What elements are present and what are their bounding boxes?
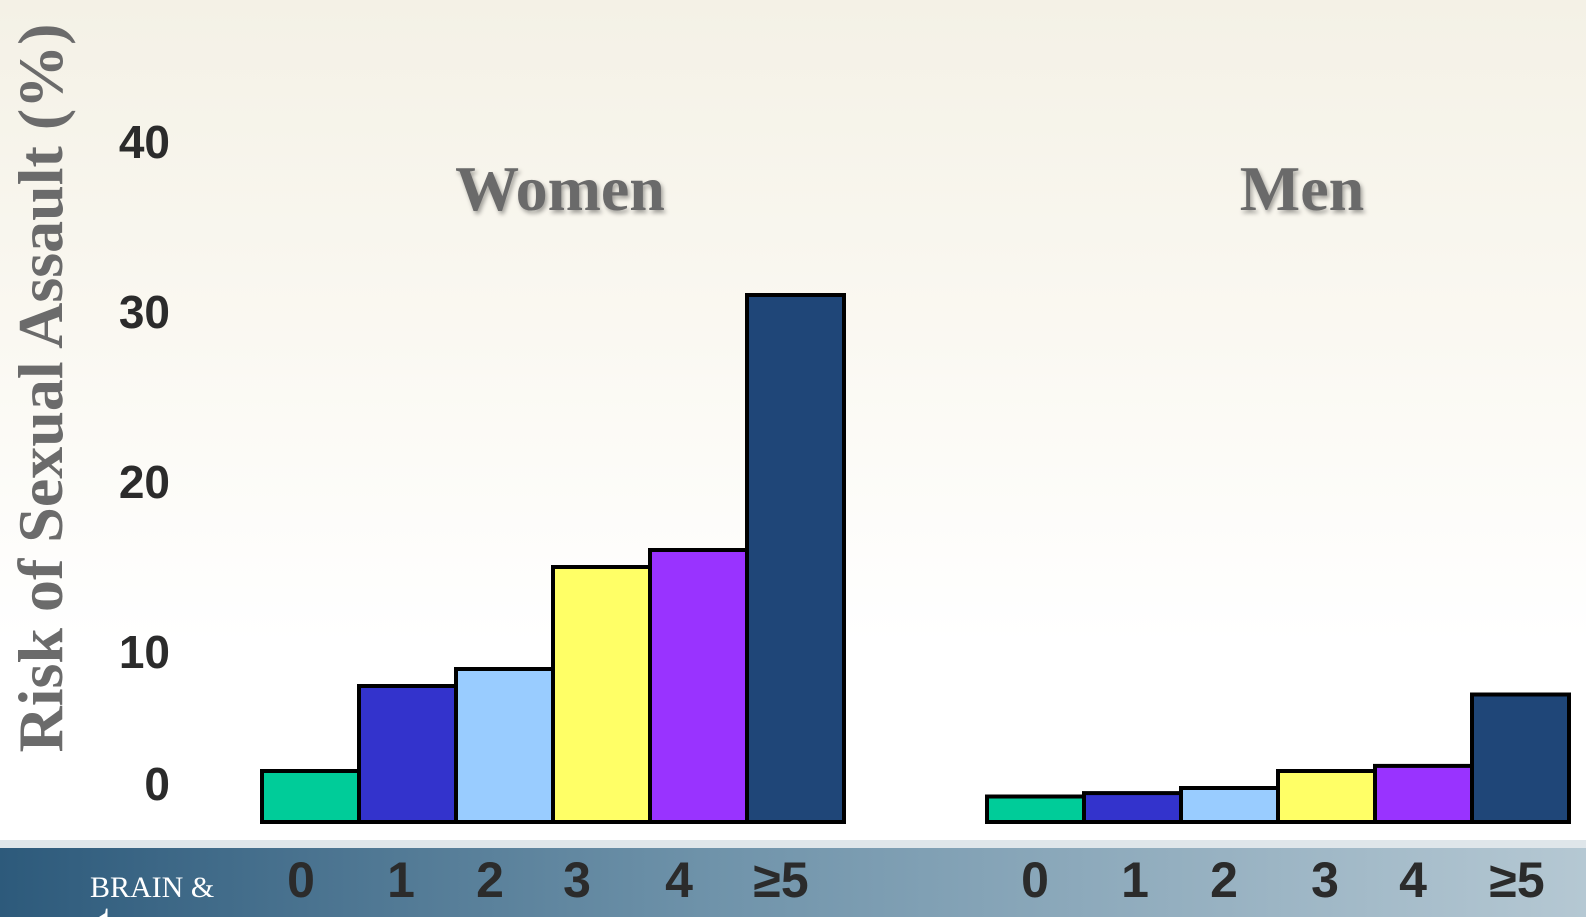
x-axis-ticks: 0 1 2 3 4 ≥5 0 1 2 3 4 ≥5 bbox=[287, 852, 1545, 908]
y-tick-label: 0 bbox=[144, 758, 170, 810]
y-tick-label: 10 bbox=[119, 626, 170, 678]
bar-women-2 bbox=[454, 667, 555, 824]
y-tick-label: 30 bbox=[119, 286, 170, 338]
bar-women-4 bbox=[648, 548, 749, 824]
bar-women-1 bbox=[357, 684, 458, 824]
y-tick-label: 20 bbox=[119, 456, 170, 508]
bars-women bbox=[260, 293, 846, 824]
bar-men-4 bbox=[1373, 763, 1474, 825]
bar-men-3 bbox=[1276, 769, 1377, 824]
panel-title-women: Women bbox=[455, 153, 665, 224]
panel-title-men: Men bbox=[1240, 153, 1364, 224]
footer-brand-text: BRAIN & bbox=[90, 871, 214, 904]
x-tick-label-women: ≥5 bbox=[753, 852, 808, 908]
bar-men-0 bbox=[985, 794, 1086, 824]
footer-band bbox=[0, 848, 1586, 917]
footer-band-edge bbox=[0, 840, 1586, 848]
x-tick-label-women: 3 bbox=[563, 852, 591, 908]
bar-men-5 bbox=[1470, 692, 1571, 824]
x-tick-label-men: 4 bbox=[1399, 852, 1427, 908]
x-tick-label-women: 2 bbox=[476, 852, 504, 908]
bar-women-0 bbox=[260, 769, 361, 824]
bar-men-2 bbox=[1179, 786, 1280, 824]
bar-women-3 bbox=[551, 565, 652, 824]
x-tick-label-women: 1 bbox=[387, 852, 415, 908]
x-tick-label-women: 0 bbox=[287, 852, 315, 908]
x-tick-label-men: 2 bbox=[1210, 852, 1238, 908]
x-tick-label-men: 0 bbox=[1021, 852, 1049, 908]
y-tick-label: 40 bbox=[119, 116, 170, 168]
x-tick-label-men: ≥5 bbox=[1489, 852, 1544, 908]
x-tick-label-men: 1 bbox=[1121, 852, 1149, 908]
bars-men bbox=[985, 692, 1571, 825]
y-axis-ticks: 0 10 20 30 40 bbox=[119, 116, 170, 810]
x-tick-label-men: 3 bbox=[1311, 852, 1339, 908]
bar-women-5 bbox=[745, 293, 846, 824]
x-tick-label-women: 4 bbox=[665, 852, 693, 908]
footer-brand-letter: Y bbox=[55, 908, 121, 917]
y-axis-label: Risk of Sexual Assault (%) bbox=[5, 24, 76, 753]
bar-men-1 bbox=[1082, 791, 1183, 824]
